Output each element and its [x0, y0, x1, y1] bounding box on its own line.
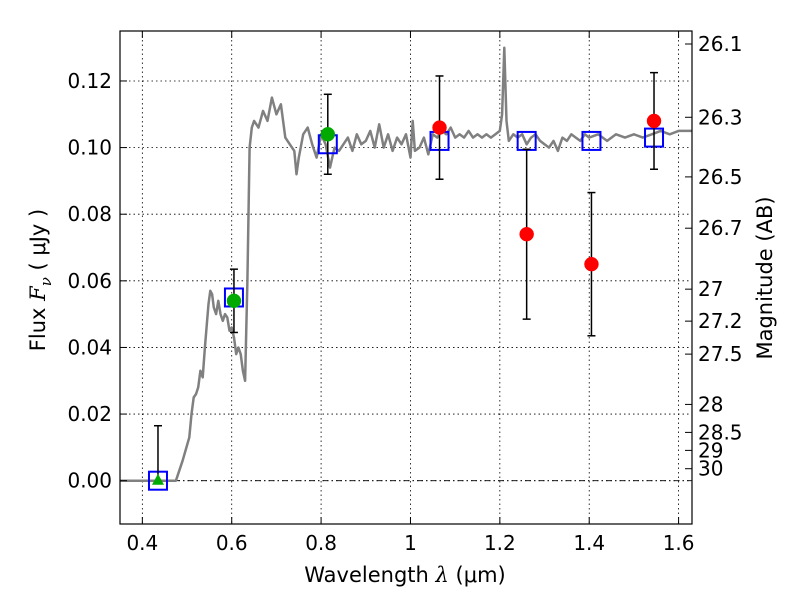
mag-tick-label: 27.2	[698, 309, 743, 333]
x-tick-label: 1.4	[573, 531, 605, 555]
observed-point	[519, 226, 534, 242]
data-markers	[147, 71, 665, 491]
spectrum-line	[120, 46, 692, 482]
upper-limit-triangle	[151, 473, 164, 485]
y-tick-label: 0.04	[67, 335, 112, 359]
mag-tick-label: 26.7	[698, 216, 743, 240]
y-tick-label: 0.08	[67, 202, 112, 226]
observed-point	[226, 293, 242, 309]
x-tick-label: 1	[404, 531, 417, 555]
grid-lines	[120, 31, 692, 524]
y-tick-label: 0.06	[67, 269, 112, 293]
mag-tick-label: 28	[698, 392, 723, 416]
y-axis-label: Flux Fν ( μJy )	[26, 209, 55, 351]
right-axis-label: Magnitude (AB)	[753, 196, 777, 359]
mag-tick-label: 26.1	[698, 32, 743, 56]
x-tick-label: 1.2	[484, 531, 516, 555]
mag-tick-label: 27	[698, 277, 723, 301]
model-photometry-square	[581, 130, 602, 151]
x-tick-label: 1.6	[663, 531, 695, 555]
x-axis-label: Wavelength λ (μm)	[304, 563, 505, 587]
y-tick-label: 0.02	[67, 402, 112, 426]
y-tick-label: 0.10	[67, 136, 112, 160]
observed-point	[646, 113, 662, 129]
y-tick-label: 0.12	[67, 69, 112, 93]
axis-ticks: 0.4 0.6 0.8 1 1.2 1.4 1.6 0.00 0.02 0.04 0.06 0.08 0…	[67, 31, 743, 555]
observed-point	[584, 256, 599, 272]
mag-tick-label: 28.5	[698, 420, 743, 444]
observed-point	[432, 120, 447, 135]
mag-tick-label: 27.5	[698, 342, 743, 366]
x-tick-label: 0.8	[305, 531, 337, 555]
mag-tick-label: 29	[698, 438, 723, 462]
observed-point	[320, 127, 336, 142]
x-tick-label: 0.4	[126, 531, 158, 555]
model-spectrum-line	[120, 46, 692, 482]
mag-tick-label: 26.3	[698, 105, 743, 129]
plot-frame	[119, 30, 693, 525]
mag-tick-label: 30	[698, 457, 723, 481]
x-tick-label: 0.6	[216, 531, 248, 555]
mag-tick-label: 26.5	[698, 165, 743, 189]
y-tick-label: 0.00	[67, 469, 112, 493]
